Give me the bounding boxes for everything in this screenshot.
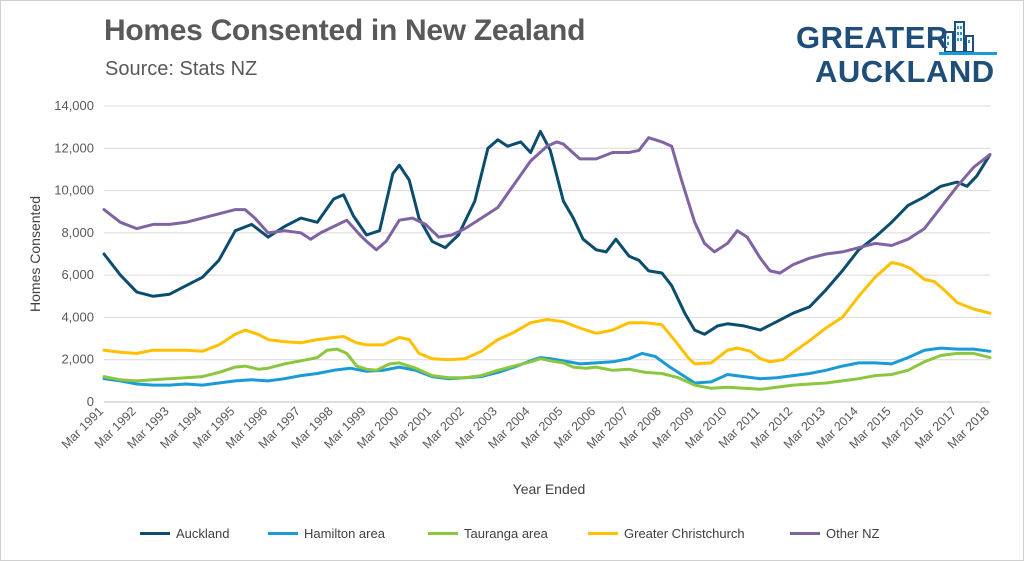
legend-label: Tauranga area	[464, 525, 548, 541]
x-axis-label: Year Ended	[513, 481, 586, 497]
legend-item-christchurch: Greater Christchurch	[588, 521, 745, 545]
legend-swatch	[588, 531, 618, 535]
logo-line2: AUCKLAND	[815, 54, 995, 89]
y-tick-label: 2,000	[61, 352, 94, 367]
legend-item-other-nz: Other NZ	[790, 521, 879, 545]
chart-legend: Auckland Hamilton area Tauranga area Gre…	[0, 521, 1024, 545]
y-tick-labels: 0 2,000 4,000 6,000 8,000 10,000 12,000 14,000	[54, 98, 94, 409]
legend-item-hamilton: Hamilton area	[268, 521, 385, 545]
y-tick-label: 14,000	[54, 98, 94, 113]
legend-swatch	[268, 531, 298, 535]
legend-item-auckland: Auckland	[140, 521, 229, 545]
greater-auckland-logo: GREATER AUCKLAND	[796, 18, 1002, 88]
chart-title: Homes Consented in New Zealand	[104, 14, 586, 47]
y-tick-label: 8,000	[61, 225, 94, 240]
logo-line1: GREATER	[796, 20, 949, 55]
y-tick-label: 12,000	[54, 140, 94, 155]
series-line-greater-christchurch	[102, 261, 992, 366]
series-lines	[102, 129, 992, 391]
gridlines	[104, 105, 990, 403]
building-skyline-icon	[939, 21, 997, 55]
legend-label: Greater Christchurch	[624, 525, 745, 541]
y-axis-label: Homes Consented	[27, 196, 43, 312]
y-tick-label: 4,000	[61, 309, 94, 324]
y-tick-label: 10,000	[54, 183, 94, 198]
series-line-tauranga-area	[102, 347, 992, 391]
legend-label: Hamilton area	[304, 525, 385, 541]
legend-item-tauranga: Tauranga area	[428, 521, 548, 545]
series-line-hamilton-area	[102, 346, 992, 387]
legend-swatch	[140, 531, 170, 535]
y-tick-label: 0	[87, 394, 94, 409]
chart-subtitle: Source: Stats NZ	[105, 58, 258, 80]
legend-swatch	[428, 531, 458, 535]
series-line-auckland	[102, 129, 992, 336]
legend-label: Other NZ	[826, 525, 880, 541]
y-tick-label: 6,000	[61, 267, 94, 282]
legend-label: Auckland	[176, 525, 230, 541]
legend-swatch	[790, 531, 820, 535]
series-line-other-nz	[102, 136, 992, 275]
